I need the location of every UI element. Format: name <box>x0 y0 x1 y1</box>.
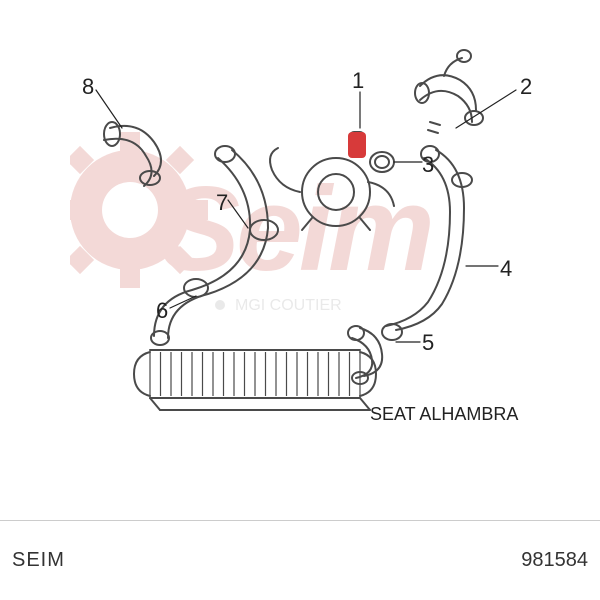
footer-bar: SEIM 981584 <box>0 520 600 600</box>
part-2-hose <box>415 50 483 133</box>
part-number-label: 981584 <box>521 549 588 572</box>
callout-3: 3 <box>422 152 434 178</box>
callout-8: 8 <box>82 74 94 100</box>
part-7-6-hose <box>151 146 278 345</box>
part-8-hose <box>104 122 161 186</box>
callout-4: 4 <box>500 256 512 282</box>
page-root: Seim MGI COUTIER <box>0 0 600 600</box>
callout-6: 6 <box>156 298 168 324</box>
highlight-part-1 <box>348 132 366 158</box>
callout-2: 2 <box>520 74 532 100</box>
callout-7: 7 <box>216 190 228 216</box>
brand-label: SEIM <box>12 549 65 572</box>
intercooler-fins <box>150 352 360 396</box>
callout-1: 1 <box>352 68 364 94</box>
model-label: SEAT ALHAMBRA <box>370 404 518 425</box>
callout-5: 5 <box>422 330 434 356</box>
part-3-sleeve <box>370 152 394 172</box>
diagram-area: Seim MGI COUTIER <box>0 0 600 520</box>
part-5-hose <box>348 326 382 384</box>
